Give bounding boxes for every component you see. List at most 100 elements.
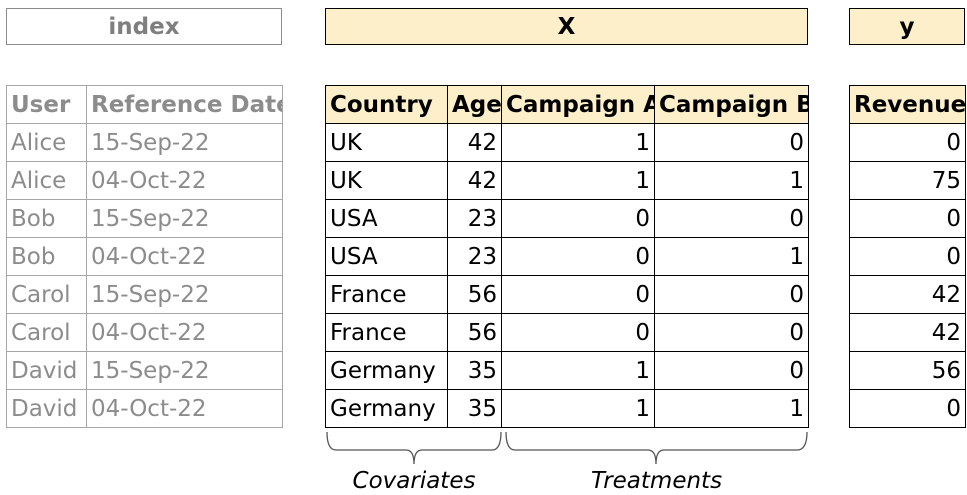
table-row: David 15-Sep-22 <box>6 351 283 390</box>
country-cell: France <box>325 275 448 314</box>
table-row: Germany 35 1 0 <box>325 351 809 390</box>
header-reference-date: Reference Date <box>86 85 283 124</box>
table-row: 42 <box>849 313 966 352</box>
x-label: X <box>557 13 576 40</box>
x-header-row: Country Age Campaign A Campaign B <box>325 85 809 124</box>
campaign-b-cell: 1 <box>654 389 809 428</box>
table-row: 0 <box>849 199 966 238</box>
campaign-b-cell: 0 <box>654 351 809 390</box>
user-cell: David <box>6 389 87 428</box>
campaign-a-cell: 1 <box>501 161 655 200</box>
country-cell: USA <box>325 199 448 238</box>
age-cell: 35 <box>447 389 502 428</box>
date-cell: 04-Oct-22 <box>86 389 283 428</box>
age-cell: 56 <box>447 313 502 352</box>
age-cell: 23 <box>447 237 502 276</box>
campaign-b-cell: 1 <box>654 161 809 200</box>
date-cell: 04-Oct-22 <box>86 161 283 200</box>
date-cell: 15-Sep-22 <box>86 199 283 238</box>
table-row: Carol 04-Oct-22 <box>6 313 283 352</box>
date-cell: 15-Sep-22 <box>86 275 283 314</box>
revenue-cell: 42 <box>849 275 966 314</box>
header-age: Age <box>447 85 502 124</box>
age-cell: 42 <box>447 161 502 200</box>
header-user: User <box>6 85 87 124</box>
table-row: Bob 04-Oct-22 <box>6 237 283 276</box>
table-row: USA 23 0 1 <box>325 237 809 276</box>
revenue-cell: 0 <box>849 237 966 276</box>
revenue-cell: 0 <box>849 199 966 238</box>
header-revenue: Revenue <box>849 85 966 124</box>
campaign-b-cell: 0 <box>654 275 809 314</box>
y-header-row: Revenue <box>849 85 966 124</box>
age-cell: 42 <box>447 123 502 162</box>
country-cell: UK <box>325 123 448 162</box>
y-label-box: y <box>849 8 965 45</box>
table-row: France 56 0 0 <box>325 275 809 314</box>
treatments-caption: Treatments <box>590 468 723 494</box>
table-row: Carol 15-Sep-22 <box>6 275 283 314</box>
table-row: Bob 15-Sep-22 <box>6 199 283 238</box>
table-row: 42 <box>849 275 966 314</box>
campaign-a-cell: 0 <box>501 313 655 352</box>
user-cell: Alice <box>6 161 87 200</box>
x-label-box: X <box>325 8 808 45</box>
treatments-brace <box>505 431 808 465</box>
campaign-a-cell: 0 <box>501 237 655 276</box>
table-row: Germany 35 1 1 <box>325 389 809 428</box>
revenue-cell: 75 <box>849 161 966 200</box>
date-cell: 15-Sep-22 <box>86 351 283 390</box>
table-row: UK 42 1 0 <box>325 123 809 162</box>
user-cell: Alice <box>6 123 87 162</box>
country-cell: France <box>325 313 448 352</box>
table-row: 75 <box>849 161 966 200</box>
campaign-a-cell: 0 <box>501 275 655 314</box>
campaign-a-cell: 0 <box>501 199 655 238</box>
user-cell: David <box>6 351 87 390</box>
table-row: 0 <box>849 389 966 428</box>
revenue-cell: 0 <box>849 389 966 428</box>
table-row: USA 23 0 0 <box>325 199 809 238</box>
campaign-b-cell: 0 <box>654 199 809 238</box>
table-row: 56 <box>849 351 966 390</box>
header-country: Country <box>325 85 448 124</box>
table-row: David 04-Oct-22 <box>6 389 283 428</box>
campaign-a-cell: 1 <box>501 351 655 390</box>
campaign-a-cell: 1 <box>501 389 655 428</box>
table-row: France 56 0 0 <box>325 313 809 352</box>
campaign-a-cell: 1 <box>501 123 655 162</box>
y-label: y <box>899 13 915 40</box>
date-cell: 04-Oct-22 <box>86 237 283 276</box>
country-cell: USA <box>325 237 448 276</box>
date-cell: 04-Oct-22 <box>86 313 283 352</box>
covariates-caption: Covariates <box>352 468 476 494</box>
index-table: User Reference Date Alice 15-Sep-22 Alice… <box>6 85 283 428</box>
age-cell: 35 <box>447 351 502 390</box>
revenue-cell: 56 <box>849 351 966 390</box>
table-row: Alice 15-Sep-22 <box>6 123 283 162</box>
index-label-box: index <box>6 8 282 45</box>
campaign-b-cell: 1 <box>654 237 809 276</box>
header-campaign-b: Campaign B <box>654 85 809 124</box>
campaign-b-cell: 0 <box>654 313 809 352</box>
date-cell: 15-Sep-22 <box>86 123 283 162</box>
user-cell: Bob <box>6 237 87 276</box>
x-table: Country Age Campaign A Campaign B UK 42 1 0… <box>325 85 809 428</box>
user-cell: Bob <box>6 199 87 238</box>
table-row: Alice 04-Oct-22 <box>6 161 283 200</box>
covariates-brace <box>326 431 502 465</box>
country-cell: UK <box>325 161 448 200</box>
user-cell: Carol <box>6 313 87 352</box>
age-cell: 23 <box>447 199 502 238</box>
age-cell: 56 <box>447 275 502 314</box>
user-cell: Carol <box>6 275 87 314</box>
campaign-b-cell: 0 <box>654 123 809 162</box>
revenue-cell: 0 <box>849 123 966 162</box>
table-row: 0 <box>849 123 966 162</box>
index-label: index <box>108 13 180 40</box>
country-cell: Germany <box>325 351 448 390</box>
index-header-row: User Reference Date <box>6 85 283 124</box>
table-row: 0 <box>849 237 966 276</box>
table-row: UK 42 1 1 <box>325 161 809 200</box>
header-campaign-a: Campaign A <box>501 85 655 124</box>
